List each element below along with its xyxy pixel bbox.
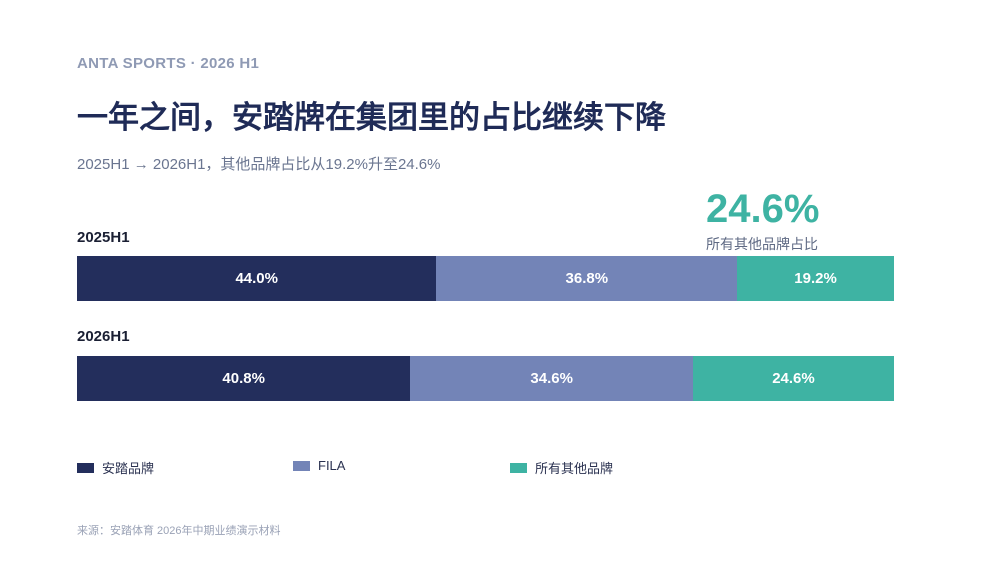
legend-label-anta: 安踏品牌 xyxy=(102,461,155,476)
data-label-anta-2025h1: 44.0% xyxy=(235,270,278,287)
kpi-callout: 24.6% 所有其他品牌占比 xyxy=(706,186,836,254)
legend-swatch-fila xyxy=(293,460,310,471)
row-label-2025h1: 2025H1 xyxy=(77,229,130,246)
legend-swatch-others xyxy=(510,462,527,473)
kpi-label: 所有其他品牌占比 xyxy=(706,236,818,252)
data-label-fila-2025h1: 36.8% xyxy=(565,270,609,287)
bar-segment-others-2025h1: 19.2% xyxy=(737,256,894,301)
data-label-fila-2026h1: 34.6% xyxy=(530,370,573,387)
legend-swatch-anta xyxy=(77,462,94,473)
data-label-others-2025h1: 19.2% xyxy=(794,270,837,287)
bar-segment-others-2026h1: 24.6% xyxy=(693,356,894,401)
page-subtitle: 2025H1 → 2026H1，其他品牌占比从19.2%升至24.6% xyxy=(77,156,441,173)
legend-item-others: 所有其他品牌 xyxy=(510,458,613,477)
eyebrow-label: ANTA SPORTS · 2026 H1 xyxy=(77,55,260,72)
chart-legend: 安踏品牌 FILA 所有其他品牌 xyxy=(77,458,777,478)
stacked-bar-2026h1: 40.8% 34.6% 24.6% xyxy=(77,356,894,401)
data-label-anta-2026h1: 40.8% xyxy=(222,370,265,387)
data-label-others-2026h1: 24.6% xyxy=(772,370,815,387)
kpi-value: 24.6% xyxy=(706,187,820,231)
page-title: 一年之间，安踏牌在集团里的占比继续下降 xyxy=(77,100,666,135)
bar-segment-fila-2025h1: 36.8% xyxy=(436,256,738,301)
legend-item-fila: FILA xyxy=(293,458,345,473)
legend-label-others: 所有其他品牌 xyxy=(535,461,614,476)
bar-segment-anta-2025h1: 44.0% xyxy=(77,256,437,301)
source-note: 来源：安踏体育 2026年中期业绩演示材料 xyxy=(77,525,281,537)
legend-label-fila: FILA xyxy=(318,458,346,473)
stacked-bar-2025h1: 44.0% 36.8% 19.2% xyxy=(77,256,894,301)
bar-segment-anta-2026h1: 40.8% xyxy=(77,356,411,401)
legend-item-anta: 安踏品牌 xyxy=(77,458,154,477)
row-label-2026h1: 2026H1 xyxy=(77,328,130,345)
bar-segment-fila-2026h1: 34.6% xyxy=(410,356,693,401)
